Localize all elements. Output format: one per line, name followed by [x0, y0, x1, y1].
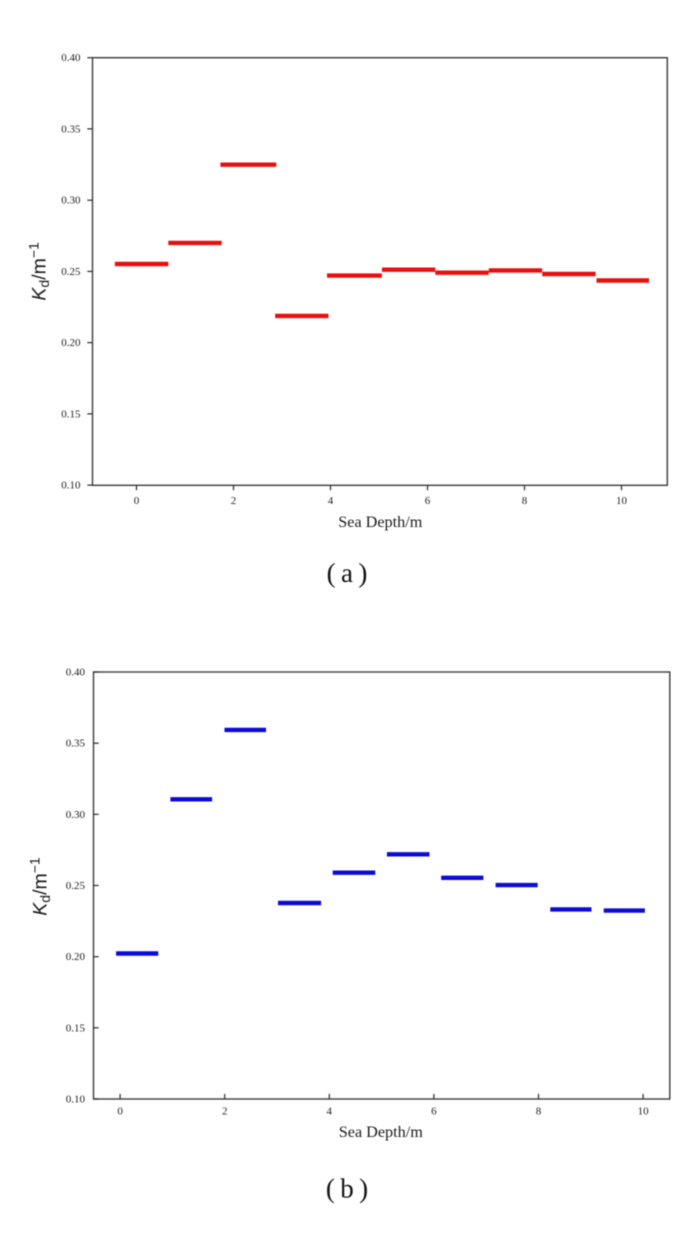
svg-text:0.20: 0.20 — [61, 337, 81, 349]
svg-text:0.10: 0.10 — [66, 1094, 86, 1106]
svg-text:8: 8 — [536, 1105, 542, 1117]
svg-text:0.25: 0.25 — [66, 880, 86, 892]
svg-text:Kd/m−1: Kd/m−1 — [27, 857, 54, 916]
svg-text:10: 10 — [616, 495, 628, 507]
svg-text:6: 6 — [425, 495, 431, 507]
svg-text:0.15: 0.15 — [61, 408, 81, 420]
svg-text:Sea Depth/m: Sea Depth/m — [339, 1123, 423, 1141]
svg-text:10: 10 — [638, 1105, 650, 1117]
svg-text:0.40: 0.40 — [66, 667, 86, 679]
svg-text:2: 2 — [231, 495, 237, 507]
svg-text:0.40: 0.40 — [61, 52, 81, 64]
svg-text:0.30: 0.30 — [61, 195, 81, 207]
svg-text:4: 4 — [328, 495, 334, 507]
svg-text:0.20: 0.20 — [66, 951, 86, 963]
svg-text:Kd/m−1: Kd/m−1 — [26, 242, 53, 301]
svg-text:0.10: 0.10 — [61, 480, 81, 492]
svg-text:0.35: 0.35 — [61, 123, 81, 135]
svg-text:2: 2 — [222, 1105, 228, 1117]
svg-text:( b ): ( b ) — [326, 1174, 368, 1204]
svg-text:6: 6 — [431, 1105, 437, 1117]
svg-text:0.25: 0.25 — [61, 266, 81, 278]
svg-text:0.35: 0.35 — [66, 738, 86, 750]
svg-text:0: 0 — [117, 1105, 123, 1117]
svg-text:0.15: 0.15 — [66, 1022, 86, 1034]
svg-text:4: 4 — [327, 1105, 333, 1117]
svg-text:Sea Depth/m: Sea Depth/m — [338, 513, 422, 531]
svg-text:0.30: 0.30 — [66, 809, 86, 821]
svg-text:8: 8 — [522, 495, 528, 507]
svg-text:0: 0 — [134, 495, 140, 507]
svg-text:( a ): ( a ) — [327, 558, 368, 588]
